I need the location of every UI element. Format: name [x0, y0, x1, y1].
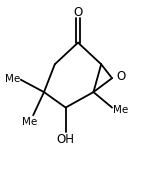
Text: O: O: [73, 6, 83, 19]
Text: Me: Me: [22, 117, 37, 127]
Text: Me: Me: [113, 105, 128, 115]
Text: Me: Me: [5, 74, 20, 84]
Text: OH: OH: [57, 133, 75, 146]
Text: O: O: [116, 70, 125, 83]
